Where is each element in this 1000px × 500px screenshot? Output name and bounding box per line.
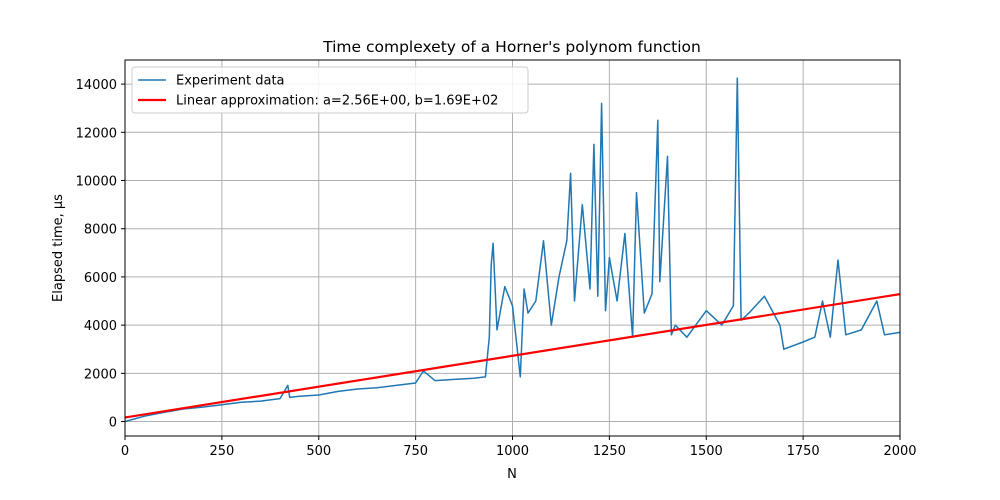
y-axis-label: Elapsed time, μs [51,194,66,302]
x-tick-label: 1000 [496,444,529,459]
x-axis-label: N [507,467,517,482]
y-tick-label: 6000 [84,271,117,286]
x-tick-label: 1250 [593,444,626,459]
series-layer [125,77,900,423]
x-tick-label: 2000 [883,444,916,459]
chart-title: Time complexety of a Horner's polynom fu… [322,38,701,56]
x-tick-label: 750 [403,444,428,459]
x-tick-label: 1750 [787,444,820,459]
ticks: 0 250 500 750 1000 1250 1500 1750 2000 0 2000 4000 6… [76,78,917,459]
x-tick-label: 250 [209,444,234,459]
y-tick-label: 12000 [76,126,117,141]
y-tick-label: 10000 [76,175,117,190]
legend: Experiment data Linear approximation: a=2… [131,66,529,114]
y-tick-label: 4000 [84,319,117,334]
y-tick-label: 8000 [84,223,117,238]
y-tick-label: 2000 [84,367,117,382]
legend-label: Experiment data [176,74,285,89]
x-tick-label: 1500 [690,444,723,459]
series-line-experiment-data [125,77,900,423]
x-tick-label: 500 [306,444,331,459]
series-line-linear-approximation [125,293,900,419]
y-tick-label: 14000 [76,78,117,93]
legend-label: Linear approximation: a=2.56E+00, b=1.69… [176,94,498,109]
y-tick-label: 0 [109,416,117,431]
x-tick-label: 0 [121,444,129,459]
legend-box [131,66,529,114]
